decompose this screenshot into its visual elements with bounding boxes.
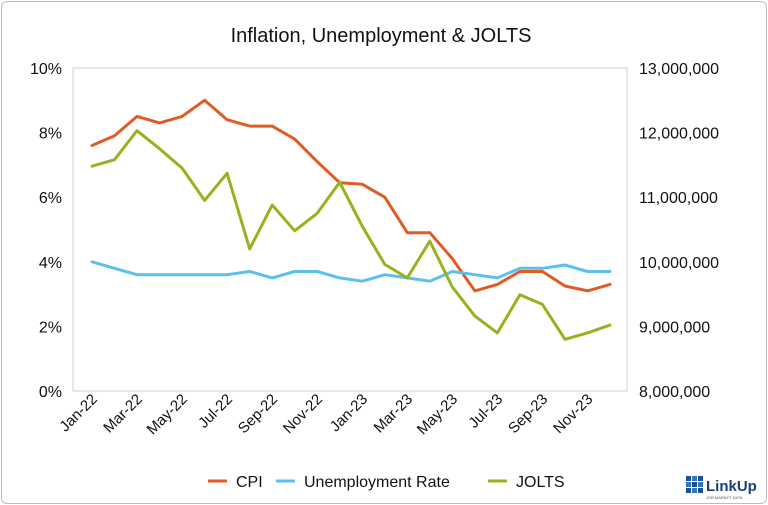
legend-item: JOLTS bbox=[488, 474, 565, 491]
legend-label: Unemployment Rate bbox=[304, 474, 450, 491]
left-y-tick-label: 8% bbox=[39, 126, 62, 143]
series-line-cpi bbox=[90, 98, 612, 293]
x-tick-label: May-22 bbox=[144, 391, 191, 438]
legend-item: Unemployment Rate bbox=[276, 474, 450, 491]
x-tick-label: Jan-22 bbox=[56, 391, 100, 435]
right-y-tick-label: 12,000,000 bbox=[639, 126, 719, 143]
right-y-tick-label: 8,000,000 bbox=[639, 384, 710, 401]
series-line-unemployment-rate bbox=[90, 260, 612, 283]
x-tick-label: Sep-22 bbox=[235, 391, 281, 437]
left-y-tick-label: 6% bbox=[39, 190, 62, 207]
linkup-grid-icon bbox=[686, 476, 703, 493]
right-y-tick-label: 9,000,000 bbox=[639, 319, 710, 336]
x-tick-label: Sep-23 bbox=[505, 391, 551, 437]
x-tick-label: Jan-23 bbox=[327, 391, 371, 435]
x-tick-label: Jul-22 bbox=[195, 391, 236, 432]
linkup-tagline: JOB MARKET DATA bbox=[706, 495, 743, 500]
series-lines bbox=[90, 98, 612, 341]
left-y-tick-label: 2% bbox=[39, 319, 62, 336]
right-y-tick-label: 11,000,000 bbox=[639, 190, 718, 207]
plot-area bbox=[72, 67, 628, 392]
left-y-tick-label: 10% bbox=[30, 61, 62, 78]
x-tick-label: Nov-22 bbox=[280, 391, 326, 437]
x-tick-label: May-23 bbox=[414, 391, 461, 438]
right-y-axis: 8,000,000 9,000,000 10,000,000 11,000,000 12… bbox=[639, 61, 719, 401]
x-tick-label: Mar-23 bbox=[371, 391, 417, 437]
right-y-tick-label: 13,000,000 bbox=[639, 61, 719, 78]
x-tick-label: Jul-23 bbox=[465, 391, 506, 432]
left-y-tick-label: 4% bbox=[39, 255, 62, 272]
legend-label: JOLTS bbox=[516, 474, 565, 491]
series-line-jolts bbox=[90, 129, 612, 341]
legend: CPI Unemployment Rate JOLTS bbox=[208, 474, 565, 491]
right-y-tick-label: 10,000,000 bbox=[639, 255, 719, 272]
legend-label: CPI bbox=[236, 474, 263, 491]
linkup-logo: LinkUp JOB MARKET DATA bbox=[686, 476, 757, 500]
left-y-tick-label: 0% bbox=[39, 384, 62, 401]
left-y-axis: 0% 2% 4% 6% 8% 10% bbox=[30, 61, 62, 401]
legend-item: CPI bbox=[208, 474, 263, 491]
linkup-logo-text: LinkUp bbox=[706, 478, 757, 495]
x-tick-label: Mar-22 bbox=[100, 391, 146, 437]
chart-title: Inflation, Unemployment & JOLTS bbox=[231, 25, 532, 47]
x-tick-label: Nov-23 bbox=[550, 391, 596, 437]
